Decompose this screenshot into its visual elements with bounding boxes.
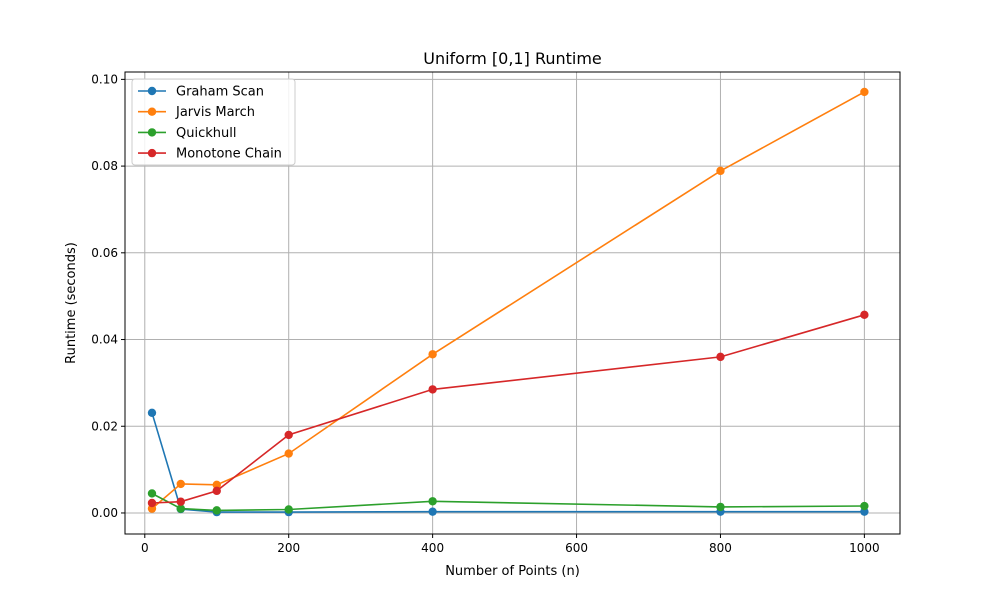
data-point-monotone-chain <box>860 310 869 320</box>
x-axis: 0 200 400 600 800 1000 <box>141 534 880 555</box>
y-axis: 0.00 0.02 0.04 0.06 0.08 0.10 <box>91 72 125 520</box>
data-point-monotone-chain <box>428 385 437 394</box>
data-point-monotone-chain <box>716 352 725 362</box>
data-point-monotone-chain <box>212 486 221 496</box>
data-point-quickhull <box>860 501 869 511</box>
legend-marker-quickhull <box>147 128 157 137</box>
y-tick-label: 0.10 <box>91 72 118 86</box>
y-tick-label: 0.02 <box>91 419 118 433</box>
data-point-jarvis-march <box>428 350 437 359</box>
data-point-quickhull <box>716 502 725 512</box>
y-axis-label: Runtime (seconds) <box>64 242 79 364</box>
x-tick-label: 200 <box>277 541 300 555</box>
y-tick-label: 0.04 <box>91 333 118 347</box>
data-point-quickhull <box>176 504 185 513</box>
legend-label-graham-scan: Graham Scan <box>176 85 264 100</box>
data-point-quickhull <box>147 489 157 498</box>
data-point-monotone-chain <box>284 430 293 440</box>
y-tick-label: 0.08 <box>91 159 118 173</box>
data-point-graham-scan <box>428 507 437 516</box>
data-point-jarvis-march <box>284 449 293 458</box>
data-point-jarvis-march <box>212 480 221 489</box>
legend-label-quickhull: Quickhull <box>176 126 236 141</box>
data-point-quickhull <box>428 497 437 506</box>
legend: Graham Scan Jarvis March Quickhull Monotone… <box>131 78 296 166</box>
data-point-monotone-chain <box>176 497 185 506</box>
legend-marker-jarvis-march <box>147 107 157 116</box>
data-point-jarvis-march <box>176 479 185 489</box>
chart-title: Uniform [0,1] Runtime <box>423 49 602 68</box>
data-point-quickhull <box>212 506 221 515</box>
data-point-monotone-chain <box>147 498 157 508</box>
data-point-graham-scan <box>147 408 157 418</box>
x-tick-label: 1000 <box>849 541 880 555</box>
x-tick-label: 0 <box>141 541 149 555</box>
legend-label-jarvis-march: Jarvis March <box>175 105 255 120</box>
series-layer <box>147 87 869 517</box>
series-line-monotone-chain <box>151 314 865 504</box>
legend-marker-graham-scan <box>147 86 157 96</box>
x-tick-label: 800 <box>709 541 732 555</box>
x-tick-label: 600 <box>565 541 588 555</box>
x-axis-label: Number of Points (n) <box>445 564 580 579</box>
plot-frame <box>124 71 901 535</box>
legend-label-monotone-chain: Monotone Chain <box>176 147 282 162</box>
y-tick-label: 0.00 <box>91 506 118 520</box>
data-point-jarvis-march <box>860 87 869 97</box>
legend-marker-monotone-chain <box>147 148 157 158</box>
x-tick-label: 400 <box>421 541 444 555</box>
data-point-jarvis-march <box>716 166 725 176</box>
series-line-graham-scan <box>151 412 865 513</box>
series-line-quickhull <box>151 492 865 512</box>
legend-box <box>131 78 296 166</box>
data-point-quickhull <box>284 505 293 514</box>
y-tick-label: 0.06 <box>91 246 118 260</box>
